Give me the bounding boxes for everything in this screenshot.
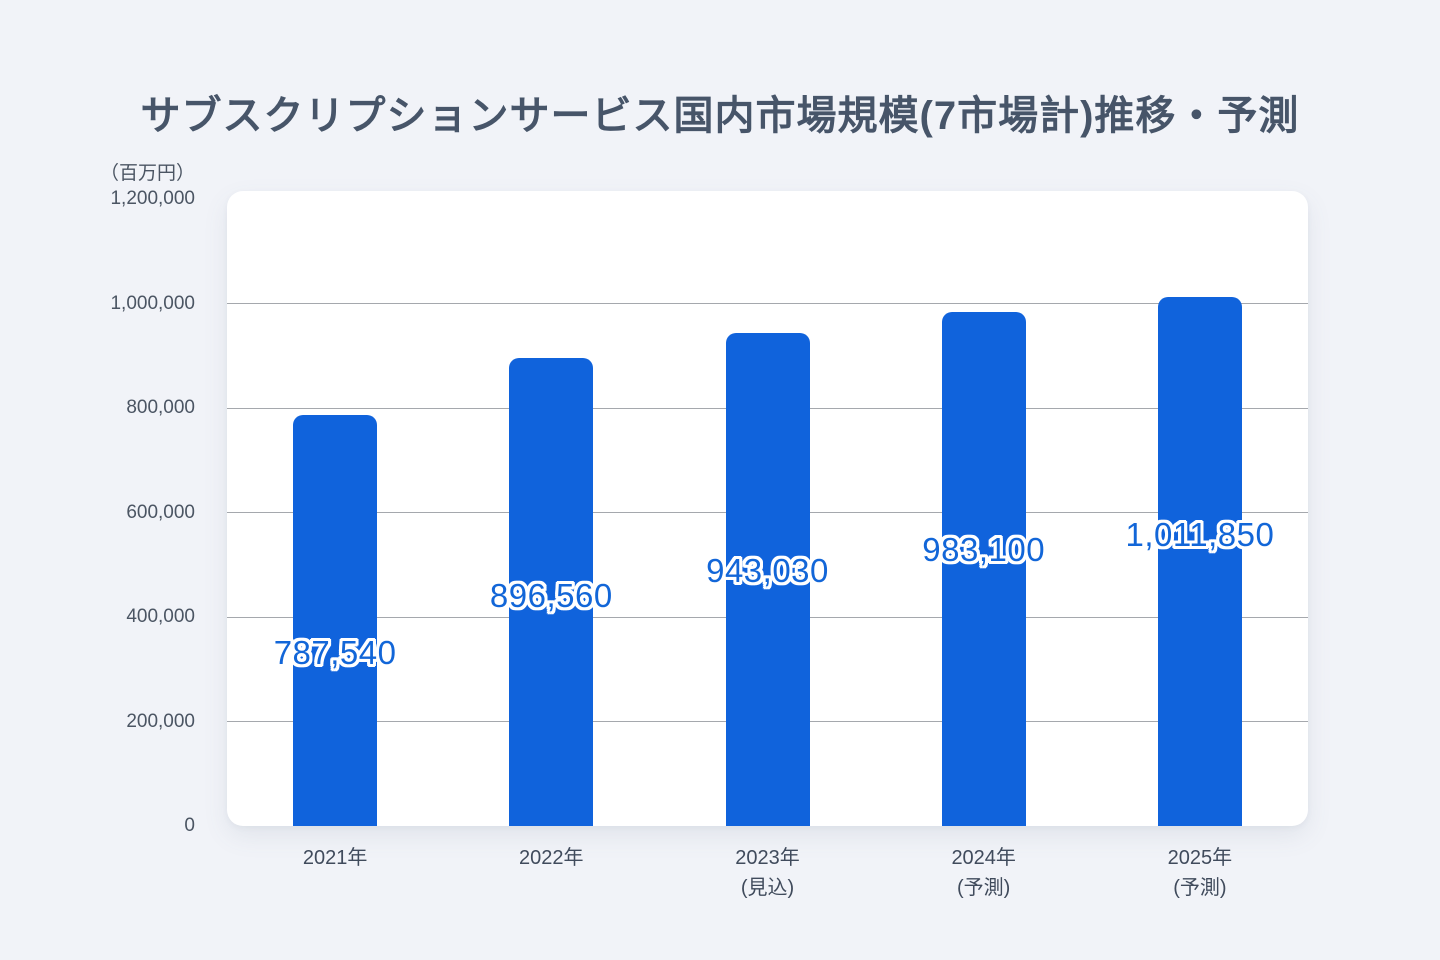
- x-axis-label-line1: 2021年: [302, 847, 368, 869]
- bar-value-label: 983,100: [922, 531, 1046, 569]
- y-tick-label-800000: 800,000: [126, 397, 195, 418]
- bar-2025: 1,011,850: [1125, 297, 1274, 826]
- x-axis-label-line1: 2022年: [519, 847, 584, 869]
- x-axis-label-line2: (見込): [740, 877, 795, 899]
- bar-value-label: 787,540: [273, 633, 397, 671]
- y-tick-label-200000: 200,000: [126, 710, 195, 732]
- x-axis-label-line2: (予測): [1173, 877, 1227, 899]
- bar-2023: 943,030: [706, 333, 828, 826]
- bar-2024: 983,100: [922, 312, 1045, 826]
- x-axis-label-line1: 2025年: [1167, 847, 1233, 869]
- plot-area: 787,540 896,560 943,030 983,100 1,011,850: [227, 199, 1308, 826]
- plot-panel: 787,540 896,560 943,030 983,100 1,011,850: [227, 191, 1308, 826]
- gridline-1000000: [227, 303, 1308, 304]
- x-axis-label-2023: 2023年 (見込): [735, 843, 800, 903]
- bar-2022: 896,560: [490, 357, 612, 826]
- x-axis-label-line1: 2023年: [735, 847, 800, 869]
- y-tick-label-600000: 600,000: [126, 501, 195, 523]
- y-tick-label-0: 0: [184, 815, 195, 836]
- x-axis-label-2022: 2022年: [519, 843, 584, 873]
- bar-value-label: 943,030: [706, 552, 829, 590]
- x-axis-label-2024: 2024年 (予測): [951, 843, 1016, 903]
- chart-title: サブスクリプションサービス国内市場規模(7市場計)推移・予測: [140, 94, 1300, 138]
- x-axis-label-2025: 2025年 (予測): [1168, 843, 1233, 903]
- y-axis-unit-label: （百万円）: [99, 163, 195, 184]
- bar-value-label: 1,011,850: [1125, 516, 1275, 554]
- y-tick-label-400000: 400,000: [126, 606, 195, 627]
- x-axis-label-2021: 2021年: [303, 843, 368, 873]
- y-tick-label-1000000: 1,000,000: [110, 292, 195, 314]
- x-axis-label-line1: 2024年: [951, 847, 1016, 869]
- bar-value-label: 896,560: [489, 576, 613, 614]
- bar-2021: 787,540: [274, 414, 396, 826]
- x-axis-label-line2: (予測): [957, 877, 1011, 899]
- y-tick-label-1200000: 1,200,000: [110, 188, 195, 209]
